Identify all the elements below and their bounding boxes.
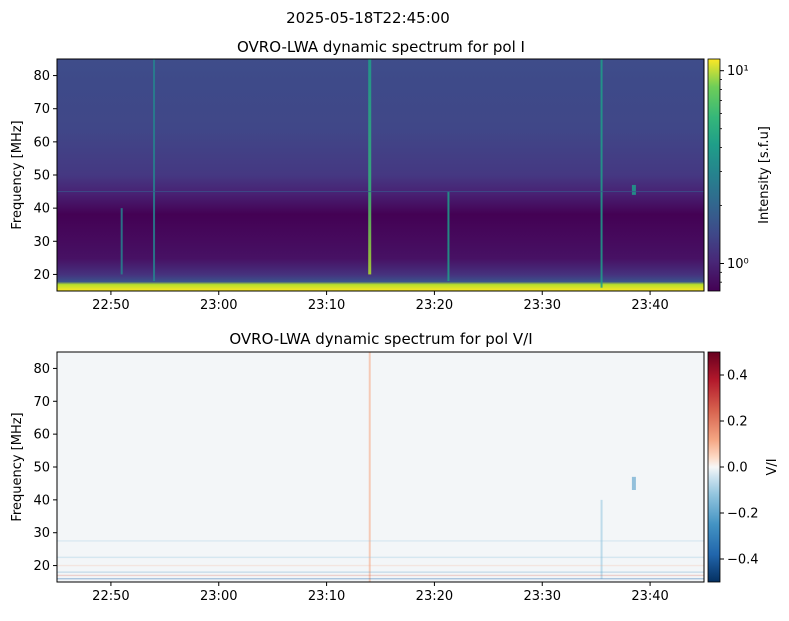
x-tick-label: 23:10: [308, 589, 345, 604]
rfi-band: [57, 574, 704, 577]
y-tick-label: 40: [33, 202, 50, 217]
vertical-burst-mark: [600, 59, 603, 288]
figure-suptitle: 2025-05-18T22:45:00: [286, 9, 450, 27]
colorbar-tick-label: 0.0: [727, 461, 748, 476]
y-tick-label: 50: [33, 169, 50, 184]
intensity-heatmap: [56, 58, 705, 292]
polarization-y-axis: 20 30 40 50 60 70 80: [33, 362, 57, 574]
rfi-band: [57, 578, 704, 580]
y-tick-label: 20: [33, 559, 50, 574]
x-tick-label: 23:00: [200, 589, 237, 604]
y-tick-label: 50: [33, 461, 50, 476]
vertical-burst-mark: [368, 59, 372, 275]
x-tick-label: 22:50: [92, 589, 129, 604]
polarization-colorbar-gradient: [707, 351, 721, 583]
intensity-colorbar-gradient: [707, 58, 721, 292]
colorbar-tick-label: −0.2: [727, 507, 759, 522]
x-tick-label: 23:40: [631, 298, 668, 313]
colorbar-tick-label: 0.4: [727, 369, 748, 384]
vertical-burst-mark: [120, 208, 123, 275]
intensity-background: [57, 59, 704, 291]
x-tick-label: 23:20: [416, 589, 453, 604]
x-tick-label: 23:20: [416, 298, 453, 313]
x-tick-label: 23:30: [524, 298, 561, 313]
x-tick-label: 23:10: [308, 298, 345, 313]
y-tick-label: 70: [33, 102, 50, 117]
intensity-y-axis-label: Frequency [MHz]: [10, 120, 25, 229]
y-tick-label: 60: [33, 428, 50, 443]
polarization-colorbar: 0.4 0.2 0.0 −0.2 −0.4 V/I: [707, 351, 780, 583]
y-tick-label: 40: [33, 493, 50, 508]
compact-source-mark: [631, 184, 636, 195]
polarization-y-axis-label: Frequency [MHz]: [10, 412, 25, 521]
vertical-burst-mark: [447, 191, 450, 282]
intensity-x-axis: 22:50 23:00 23:10 23:20 23:30 23:40: [92, 291, 669, 313]
x-tick-label: 23:40: [631, 589, 668, 604]
compact-source-mark: [631, 476, 636, 490]
polarization-colorbar-label: V/I: [765, 458, 780, 475]
y-tick-label: 80: [33, 362, 50, 377]
polarization-panel: OVRO-LWA dynamic spectrum for pol V/I 22…: [10, 330, 780, 604]
polarization-x-axis: 22:50 23:00 23:10 23:20 23:30 23:40: [92, 582, 669, 604]
rfi-band: [57, 564, 704, 567]
x-tick-label: 23:30: [524, 589, 561, 604]
vertical-streak-mark: [600, 499, 603, 579]
rfi-band: [57, 191, 704, 193]
polarization-background: [57, 352, 704, 582]
x-tick-label: 22:50: [92, 298, 129, 313]
rfi-band: [57, 540, 704, 542]
intensity-panel: OVRO-LWA dynamic spectrum for pol I 22:5…: [10, 38, 772, 313]
colorbar-tick-label: 0.2: [727, 415, 748, 430]
colorbar-tick-label: 10¹: [727, 64, 749, 79]
y-tick-label: 30: [33, 526, 50, 541]
vertical-burst-mark: [153, 59, 156, 282]
rfi-band: [57, 571, 704, 573]
polarization-heatmap: [56, 351, 705, 583]
y-tick-label: 60: [33, 135, 50, 150]
polarization-panel-title: OVRO-LWA dynamic spectrum for pol V/I: [229, 330, 532, 348]
rfi-band: [57, 556, 704, 559]
intensity-colorbar: 10⁰ 10¹ Intensity [s.f.u]: [707, 58, 772, 292]
x-tick-label: 23:00: [200, 298, 237, 313]
colorbar-tick-label: −0.4: [727, 553, 759, 568]
intensity-panel-title: OVRO-LWA dynamic spectrum for pol I: [237, 38, 525, 56]
y-tick-label: 80: [33, 69, 50, 84]
intensity-y-axis: 20 30 40 50 60 70 80: [33, 69, 57, 283]
colorbar-tick-label: 10⁰: [727, 257, 749, 272]
y-tick-label: 70: [33, 395, 50, 410]
vertical-streak-mark: [368, 352, 371, 582]
y-tick-label: 20: [33, 268, 50, 283]
intensity-colorbar-label: Intensity [s.f.u]: [757, 126, 772, 224]
y-tick-label: 30: [33, 235, 50, 250]
